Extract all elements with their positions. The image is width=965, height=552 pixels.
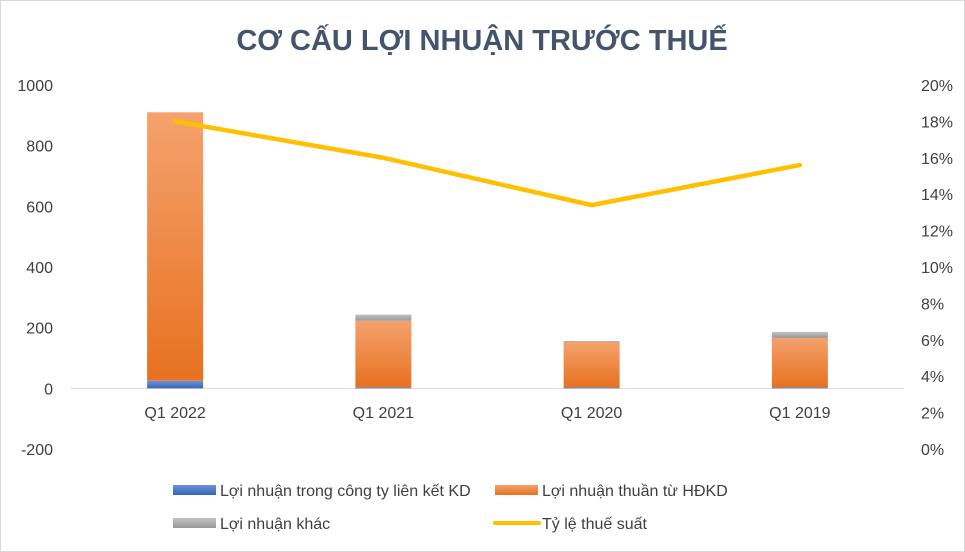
x-tick-label: Q1 2019: [769, 405, 830, 422]
legend-label: Lợi nhuận trong công ty liên kết KD: [220, 483, 471, 500]
y-right-tick-label: 10%: [921, 260, 953, 277]
y-right-tick-label: 4%: [921, 369, 944, 386]
x-tick-label: Q1 2022: [144, 405, 205, 422]
x-tick-label: Q1 2020: [561, 405, 622, 422]
y-left-tick-label: 200: [26, 321, 53, 338]
y-right-tick-label: 2%: [921, 406, 944, 423]
y-left-tick-label: 600: [26, 199, 53, 216]
y-right-tick-label: 6%: [921, 333, 944, 350]
bar-segment: [563, 387, 620, 389]
legend-label: Lợi nhuận khác: [220, 516, 330, 533]
bar-segment: [771, 387, 828, 389]
y-left-tick-label: 1000: [17, 78, 53, 95]
legend-swatch: [495, 485, 538, 495]
legend-swatch: [173, 485, 216, 495]
bar-segment: [355, 314, 412, 321]
y-right-tick-label: 16%: [921, 151, 953, 168]
chart-title: CƠ CẤU LỢI NHUẬN TRƯỚC THUẾ: [236, 23, 727, 57]
legend-swatch: [173, 518, 216, 528]
legend-label: Tỷ lệ thuế suất: [542, 516, 648, 533]
y-left-tick-label: 0: [44, 381, 53, 398]
bar-segment: [771, 331, 828, 338]
bar-segment: [355, 320, 412, 388]
tax-rate-line: [172, 119, 803, 208]
y-right-tick-label: 12%: [921, 224, 953, 241]
x-tick-label: Q1 2021: [353, 405, 414, 422]
bar-segment: [563, 341, 620, 342]
bar-segment: [355, 387, 412, 389]
y-right-tick-label: 8%: [921, 296, 944, 313]
legend: Lợi nhuận trong công ty liên kết KD Lợi n…: [173, 483, 728, 533]
bar-segment: [147, 112, 204, 381]
y-left-tick-label: 800: [26, 139, 53, 156]
plot-area: -200 0 200 400 600 800 1000 0% 2% 4% 6% 8% 10% 12% 14%…: [17, 78, 953, 459]
y-right-tick-label: 14%: [921, 187, 953, 204]
y-left-tick-label: -200: [21, 442, 53, 459]
bar-segment: [771, 337, 828, 388]
bar-segment: [563, 341, 620, 388]
y-right-tick-label: 20%: [921, 78, 953, 95]
y-right-tick-label: 18%: [921, 114, 953, 131]
bar-segment: [147, 380, 204, 389]
y-left-tick-label: 400: [26, 260, 53, 277]
y-right-tick-label: 0%: [921, 442, 944, 459]
legend-label: Lợi nhuận thuần từ HĐKD: [542, 483, 728, 500]
